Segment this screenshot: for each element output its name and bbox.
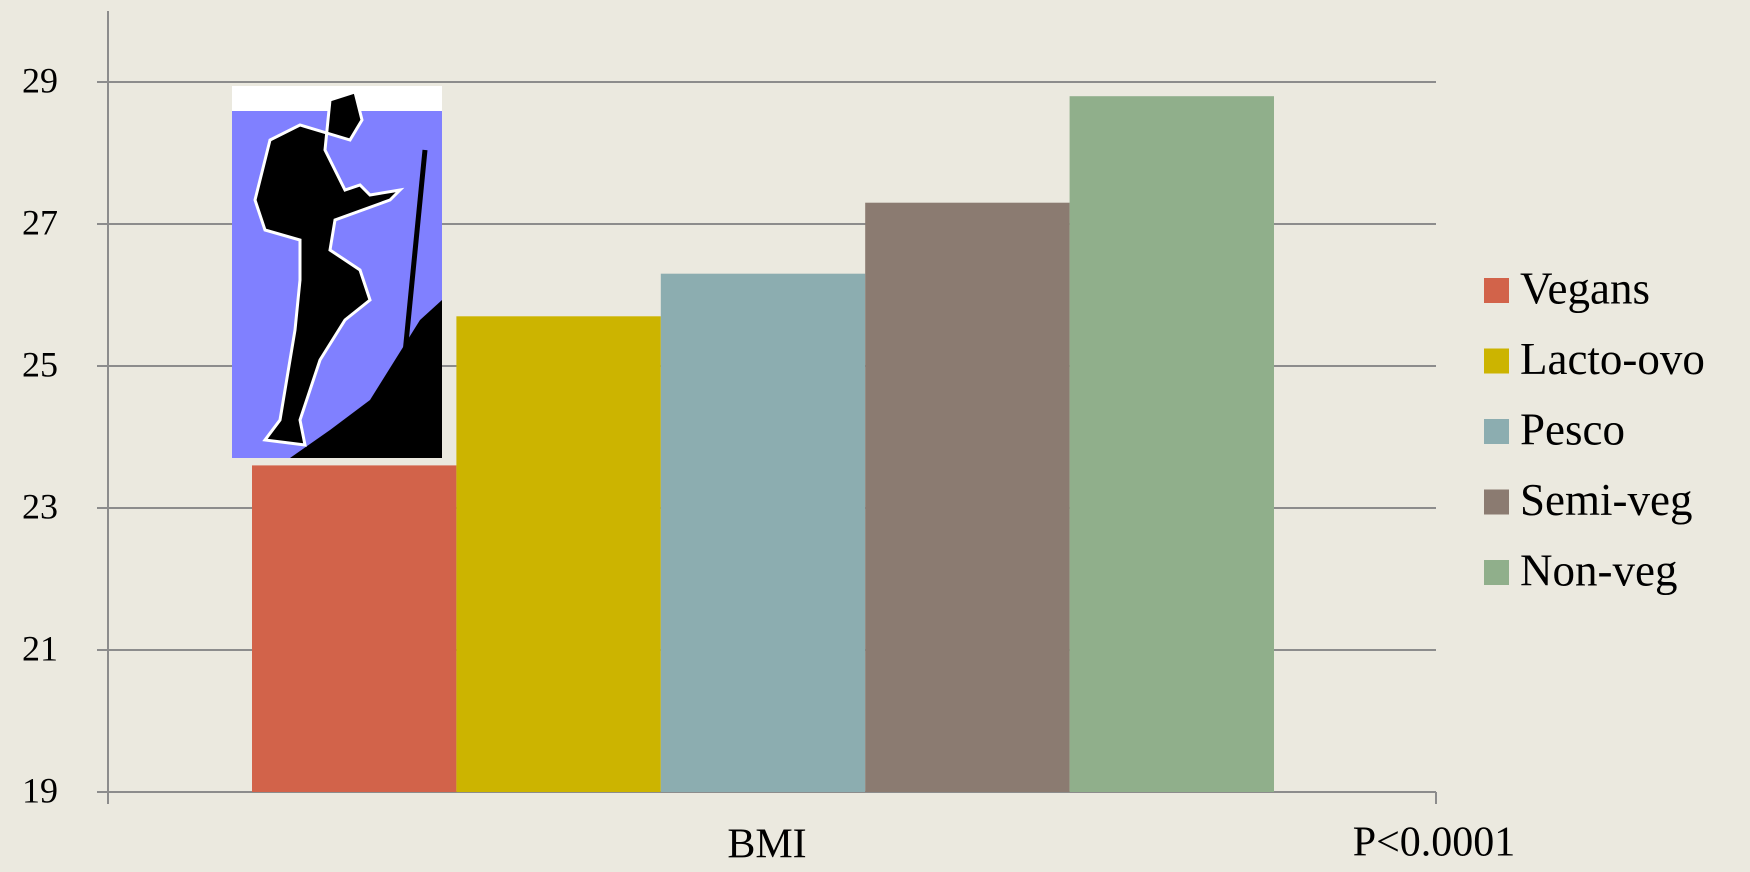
legend-swatch <box>1484 278 1509 303</box>
bar <box>252 465 457 792</box>
y-tick-label: 19 <box>22 770 58 810</box>
legend-label: Semi-veg <box>1520 475 1692 525</box>
legend-label: Non-veg <box>1520 545 1677 595</box>
bar <box>456 316 661 792</box>
legend-swatch <box>1484 348 1509 374</box>
rock <box>290 300 442 458</box>
stick <box>392 149 428 456</box>
y-tick-label: 21 <box>22 628 58 668</box>
bar <box>660 273 866 792</box>
y-tick-label: 25 <box>22 344 58 384</box>
legend-label: Lacto-ovo <box>1520 334 1705 384</box>
bar <box>1069 96 1274 792</box>
y-tick-label: 23 <box>22 486 58 526</box>
climber-image <box>232 86 442 458</box>
legend-swatch <box>1484 560 1509 585</box>
legend-label: Pesco <box>1520 404 1625 454</box>
climber <box>253 90 405 447</box>
legend-swatch <box>1484 489 1509 515</box>
legend-swatch <box>1484 419 1509 444</box>
bar <box>865 202 1070 792</box>
y-tick-label: 27 <box>22 202 58 242</box>
legend-label: Vegans <box>1520 263 1650 313</box>
x-tick-label: BMI <box>727 822 806 868</box>
y-tick-label: 29 <box>22 60 58 100</box>
annotation: P<0.0001 <box>1353 820 1516 866</box>
